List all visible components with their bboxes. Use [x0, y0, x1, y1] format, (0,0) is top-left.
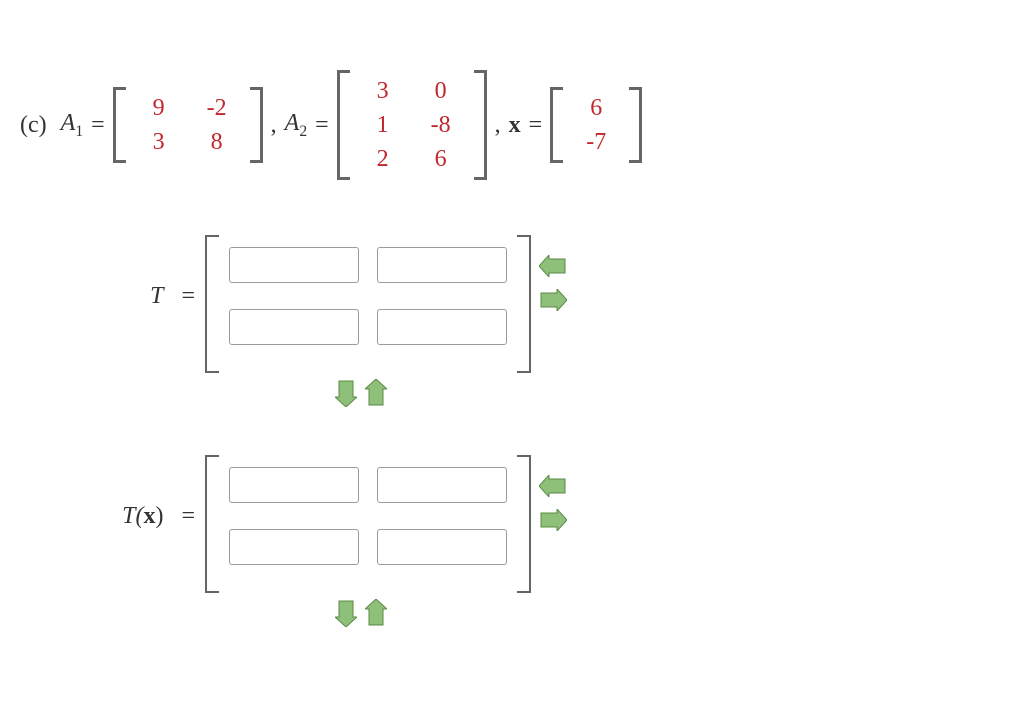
input-matrix-T [205, 235, 531, 373]
answer-block-T: T = [95, 235, 531, 373]
matrix-A2-cell-2-1: 6 [412, 146, 470, 173]
label-T: T = [95, 235, 195, 310]
remove-column-icon[interactable] [335, 379, 357, 407]
remove-column-icon[interactable] [335, 599, 357, 627]
remove-row-icon[interactable] [539, 475, 567, 497]
matrix-x-cell-0-0: 6 [567, 95, 625, 122]
problem-givens: (c) A1 = 9-238 , A2 = 301-826 , x = [20, 70, 642, 180]
remove-row-icon[interactable] [539, 255, 567, 277]
symbol-A2: A2 [285, 110, 307, 141]
add-row-icon[interactable] [539, 509, 567, 531]
add-row-icon[interactable] [539, 289, 567, 311]
matrix-T-cell-0-1[interactable] [377, 247, 507, 283]
matrix-Tx-cell-1-1[interactable] [377, 529, 507, 565]
matrix-Tx-cell-0-1[interactable] [377, 467, 507, 503]
matrix-T-cell-1-1[interactable] [377, 309, 507, 345]
equals-sign: = [529, 112, 543, 139]
matrix-Tx-cell-1-0[interactable] [229, 529, 359, 565]
matrix-A1-cell-1-0: 3 [130, 129, 188, 156]
matrix-T-cell-1-0[interactable] [229, 309, 359, 345]
matrix-Tx-cell-0-0[interactable] [229, 467, 359, 503]
comma: , [495, 112, 501, 139]
matrix-A1: 9-238 [113, 87, 263, 163]
matrix-x-cell-1-0: -7 [567, 129, 625, 156]
equals-sign: = [315, 112, 329, 139]
matrix-A1-cell-0-1: -2 [188, 95, 246, 122]
symbol-A1: A1 [61, 110, 83, 141]
symbol-x: x [509, 112, 521, 139]
matrix-A2: 301-826 [337, 70, 487, 180]
matrix-A1-cell-0-0: 9 [130, 95, 188, 122]
input-matrix-Tx [205, 455, 531, 593]
matrix-A2-cell-1-0: 1 [354, 112, 412, 139]
matrix-T-cell-0-0[interactable] [229, 247, 359, 283]
part-label: (c) [20, 112, 47, 139]
matrix-A2-cell-0-0: 3 [354, 78, 412, 105]
add-column-icon[interactable] [365, 599, 387, 627]
comma: , [271, 112, 277, 139]
label-Tx: T(x) = [95, 455, 195, 530]
matrix-A2-cell-0-1: 0 [412, 78, 470, 105]
matrix-A1-cell-1-1: 8 [188, 129, 246, 156]
matrix-A2-cell-1-1: -8 [412, 112, 470, 139]
add-column-icon[interactable] [365, 379, 387, 407]
matrix-A2-cell-2-0: 2 [354, 146, 412, 173]
matrix-x: 6-7 [550, 87, 642, 163]
equals-sign: = [91, 112, 105, 139]
answer-block-Tx: T(x) = [95, 455, 531, 593]
